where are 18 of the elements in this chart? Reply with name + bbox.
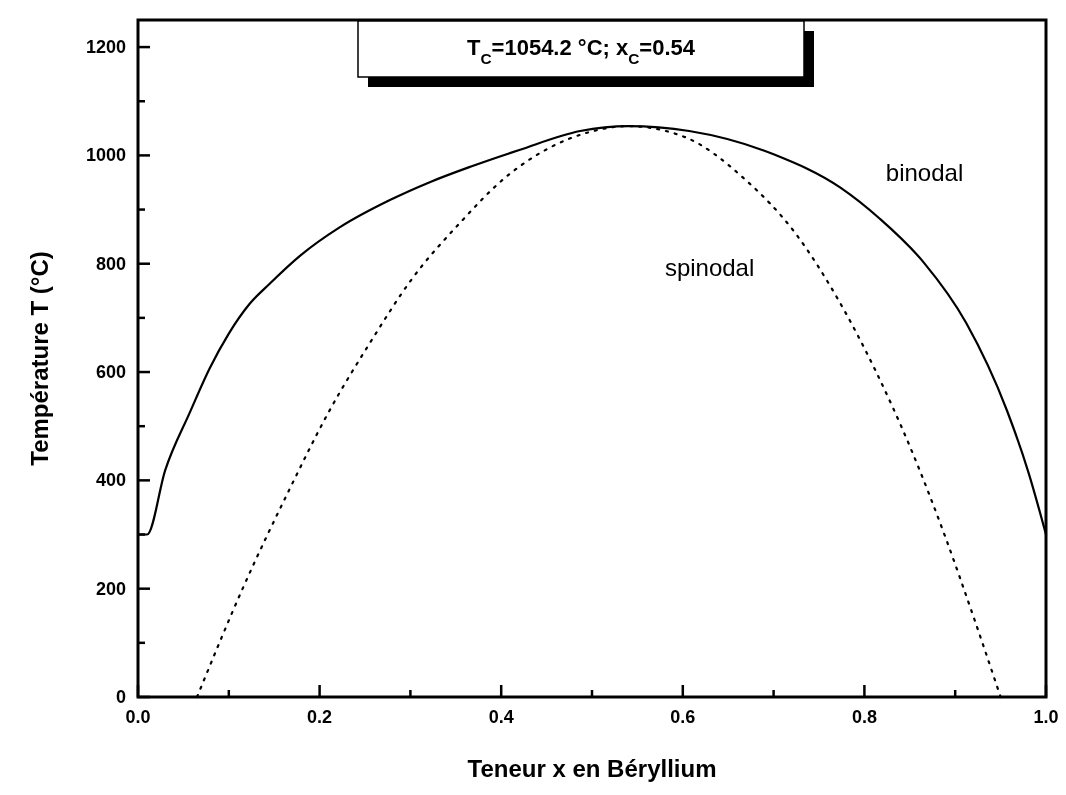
x-tick-label: 0.0 <box>125 707 151 727</box>
y-tick-label: 0 <box>115 687 126 707</box>
x-tick-label: 0.6 <box>670 707 696 727</box>
x-tick-label: 0.4 <box>488 707 514 727</box>
y-axis-title: Température T (°C) <box>26 251 53 466</box>
x-tick-label: 0.2 <box>307 707 333 727</box>
annotation: T$_{C}$=1054.2 °C; x$_{C}$=0.54 <box>467 35 696 67</box>
y-tick-label: 1200 <box>85 37 126 58</box>
y-tick-label: 400 <box>95 470 126 491</box>
x-tick-label: 1.0 <box>1033 707 1059 727</box>
series-label: binodal <box>885 158 964 186</box>
y-tick-label: 200 <box>95 578 126 599</box>
y-tick-label: 600 <box>95 362 126 383</box>
series-label: spinodal <box>664 254 755 282</box>
y-tick-label: 1000 <box>85 145 126 166</box>
y-tick-label: 800 <box>95 253 126 274</box>
x-axis-title: Teneur x en Béryllium <box>467 755 717 782</box>
x-tick-label: 0.8 <box>851 707 877 727</box>
